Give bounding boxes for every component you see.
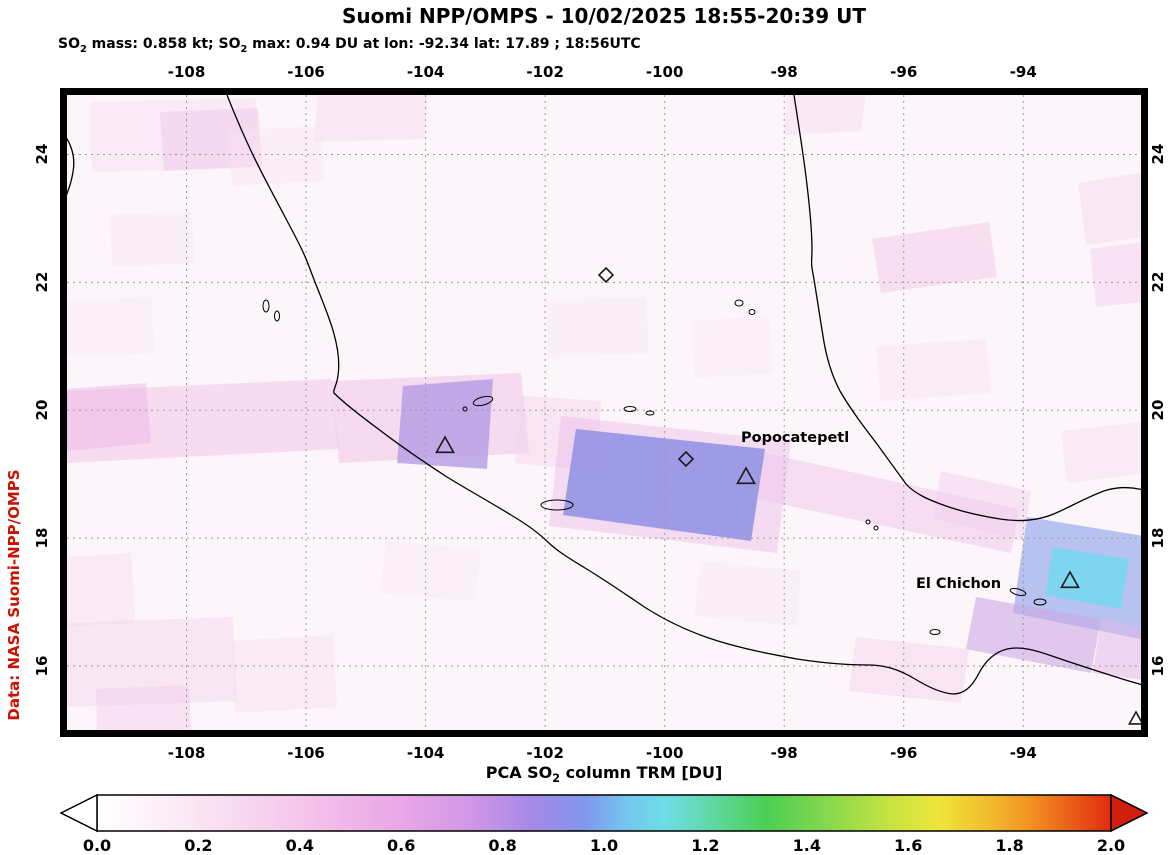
- gulf-island: [274, 310, 280, 322]
- volcano-marker: [1127, 710, 1141, 725]
- so2-patch: [67, 297, 155, 357]
- islas-marias-island: [472, 395, 494, 407]
- reservoir: [1009, 587, 1027, 597]
- so2-patch: [67, 383, 151, 451]
- graticule-layer: [67, 95, 1141, 730]
- lake: [748, 309, 756, 315]
- marker-layer: [435, 266, 1141, 725]
- so2-patch: [1045, 547, 1129, 609]
- so2-patch: [397, 379, 493, 469]
- volcano-marker: [736, 466, 756, 485]
- gulf-island: [262, 299, 270, 313]
- colorbar-overflow-arrow: [1110, 793, 1149, 833]
- so2-patch: [314, 95, 428, 142]
- so2-patch: [67, 379, 339, 463]
- so2-patch: [67, 617, 237, 707]
- so2-patch: [1093, 619, 1141, 680]
- colorbar-underflow-arrow: [59, 793, 98, 833]
- so2-patch: [691, 316, 773, 378]
- so2-patch: [228, 126, 325, 186]
- small-island: [462, 406, 468, 412]
- so2-patch: [546, 297, 649, 357]
- so2-patch: [784, 95, 866, 135]
- lake-chapala: [540, 499, 574, 511]
- colorbar-gradient-bar: [96, 794, 1112, 832]
- baja-tip-coastline: [67, 137, 75, 196]
- lake: [645, 410, 655, 416]
- so2-patch: [563, 429, 765, 541]
- volcano-marker: [1060, 570, 1080, 589]
- so2-patch: [966, 597, 1101, 673]
- pacific-coastline: [226, 95, 1141, 695]
- diamond-marker: [597, 266, 615, 284]
- so2-patch: [380, 541, 481, 601]
- so2-patch: [109, 211, 195, 267]
- so2-patch: [1061, 422, 1141, 483]
- coastline-layer: [67, 95, 1141, 695]
- colorbar: [59, 793, 1149, 833]
- so2-patch: [160, 108, 262, 171]
- gulf-coastline: [793, 95, 1141, 522]
- map-frame: [60, 88, 1148, 737]
- reservoir: [1033, 598, 1047, 606]
- lake: [929, 629, 941, 635]
- so2-patch: [67, 553, 135, 627]
- so2-patch: [1078, 172, 1141, 245]
- so2-patch: [757, 453, 1019, 553]
- small-island: [873, 525, 879, 531]
- lake: [734, 299, 744, 307]
- so2-patch: [96, 685, 191, 730]
- so2-patch: [694, 561, 801, 626]
- lake: [623, 406, 637, 412]
- so2-patch: [933, 471, 1031, 541]
- so2-patch: [849, 637, 969, 703]
- so2-patch: [1090, 242, 1141, 307]
- so2-patch: [876, 339, 991, 401]
- so2-patch: [231, 635, 337, 713]
- small-island: [865, 519, 871, 525]
- diamond-marker: [677, 450, 695, 468]
- volcano-marker: [435, 435, 455, 454]
